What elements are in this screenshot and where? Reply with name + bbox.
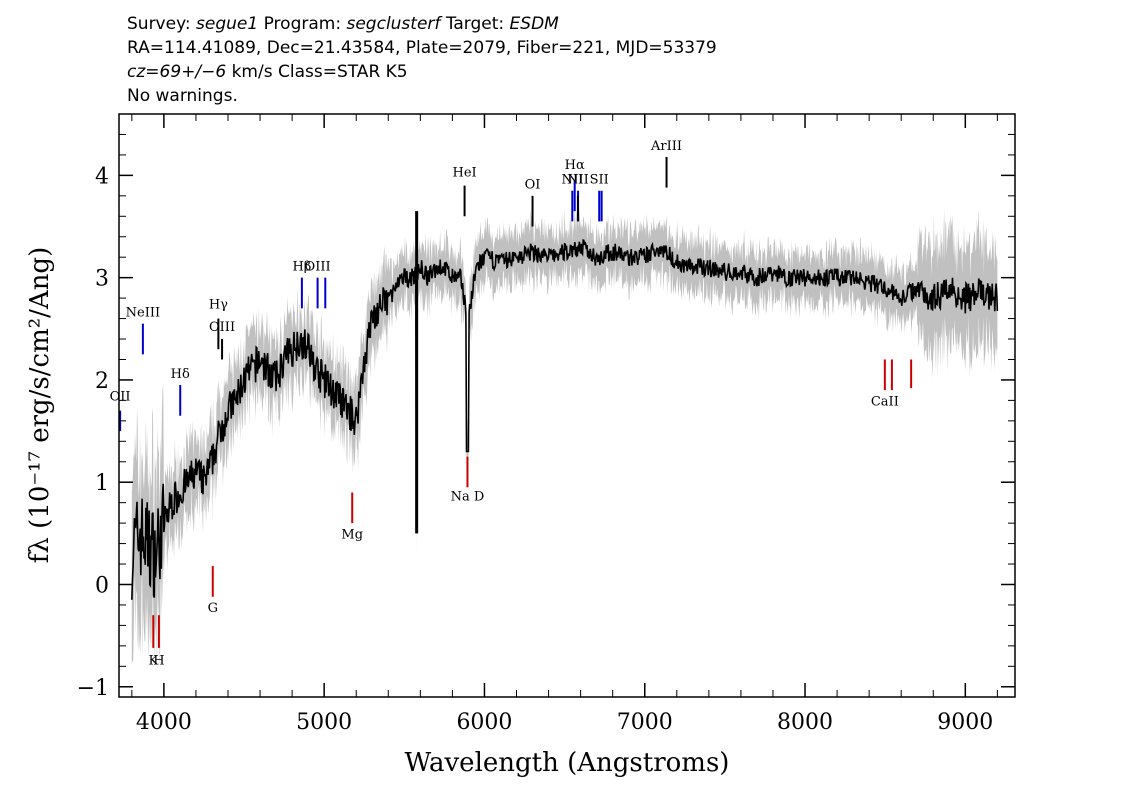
plot-frame [118,113,1016,698]
x-tick-label: 6000 [456,710,512,735]
line-label: OII [110,389,131,404]
line-label: HeI [452,165,476,180]
line-label: SII [590,173,609,188]
line-label: CaII [871,395,899,410]
x-tick-label: 8000 [777,710,833,735]
line-label: OI [525,178,541,193]
survey-value: segue1 [196,14,259,34]
error-band [131,207,998,673]
line-label: NII [561,173,583,188]
program-value: segclusterf [346,14,441,34]
class-text: km/s Class=STAR K5 [226,62,408,82]
y-tick-label: −1 [77,676,109,701]
line-label: Na D [451,490,485,505]
header-line-3: cz=69+/−6 km/s Class=STAR K5 [127,60,717,84]
line-label: OIII [305,259,331,274]
line-label: Hβ [292,259,311,274]
y-tick-label: 3 [95,267,109,292]
line-label: OIII [209,320,235,335]
survey-label: Survey: [127,14,191,34]
target-label: Target: [445,14,505,34]
x-tick-label: 9000 [937,710,993,735]
line-label: Hα [565,158,585,173]
header-line-2: RA=114.41089, Dec=21.43584, Plate=2079, … [127,38,717,58]
line-label: Hγ [209,297,228,312]
axis-ticks: 4000 5000 6000 7000 8000 9000 −1 0 1 2 3 4 [77,114,1015,735]
x-tick-label: 7000 [617,710,673,735]
y-tick-label: 2 [95,369,109,394]
x-tick-label: 5000 [296,710,352,735]
flux-line [131,239,999,600]
line-label: G [208,601,218,616]
redshift-value: cz=69+/−6 [127,62,227,82]
spectrum-header: Survey: segue1 Program: segclusterf Targ… [127,12,717,108]
line-label: K [148,653,158,668]
flux-series [131,211,999,600]
y-tick-label: 1 [95,471,109,496]
line-label: ArIII [650,139,682,154]
line-label: NII [567,173,589,188]
line-label: Mg [341,527,363,542]
y-axis-label: fλ (10⁻¹⁷ erg/s/cm²/Ang) [25,247,55,563]
header-line-4: No warnings. [127,86,238,106]
target-value: ESDM [509,14,559,34]
header-line-1: Survey: segue1 Program: segclusterf Targ… [127,12,717,36]
y-tick-label: 4 [95,164,109,189]
line-label: NeIII [126,306,160,321]
line-label: Hδ [171,367,190,382]
error-band-area [131,207,998,673]
line-label: H [153,653,164,668]
x-tick-label: 4000 [136,710,192,735]
program-label: Program: [263,14,342,34]
y-tick-label: 0 [95,573,109,598]
x-axis-label: Wavelength (Angstroms) [405,748,730,778]
